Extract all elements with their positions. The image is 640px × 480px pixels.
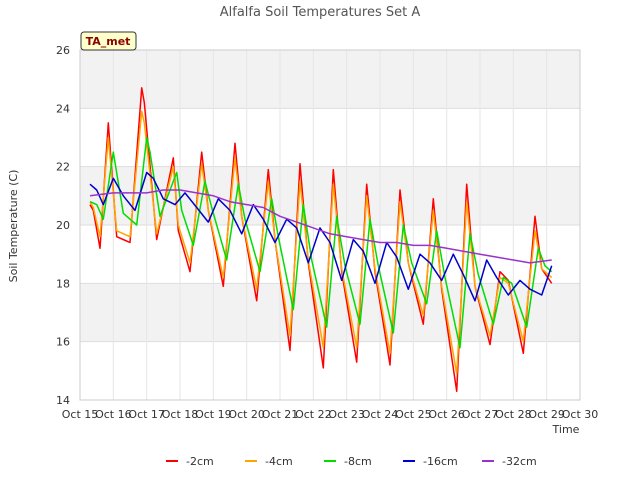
plot-band [80,341,580,400]
legend-label: -16cm [423,455,458,468]
x-tick-label: Oct 20 [228,408,265,421]
x-tick-label: Oct 23 [328,408,365,421]
plot-frame [79,49,581,401]
x-tick-label: Oct 19 [195,408,232,421]
x-tick-label: Oct 18 [162,408,199,421]
annotation-tag-label: TA_met [86,35,131,48]
annotation-tag: TA_met [80,31,137,51]
y-tick-label: 16 [56,336,70,349]
y-tick-labels: 14 16 18 20 22 24 26 [56,44,70,407]
legend-label: -4cm [265,455,293,468]
series-line [89,189,552,264]
x-tick-label: Oct 17 [128,408,165,421]
chart-title: Alfalfa Soil Temperatures Set A [220,5,421,20]
x-tick-label: Oct 15 [62,408,99,421]
y-tick-label: 20 [56,219,70,232]
series-line [89,110,553,375]
x-tick-label: Oct 28 [495,408,532,421]
y-tick-label: 14 [56,394,70,407]
x-tick-label: Oct 22 [295,408,332,421]
plot-band [80,166,580,225]
x-tick-label: Oct 27 [462,408,499,421]
legend: -2cm -4cm -8cm -16cm -32cm [166,455,537,468]
y-tick-label: 22 [56,161,70,174]
series-line [89,171,553,302]
x-tick-label: Oct 25 [395,408,432,421]
x-tick-label: Oct 24 [362,408,399,421]
y-axis-label: Soil Temperature (C) [7,170,20,283]
x-axis-label: Time [552,423,580,436]
legend-label: -32cm [502,455,537,468]
x-tick-label: Oct 30 [562,408,599,421]
x-tick-label: Oct 26 [428,408,465,421]
series-line [89,136,553,349]
series-lines [89,87,553,393]
legend-label: -2cm [186,455,214,468]
y-tick-label: 18 [56,277,70,290]
x-tick-label: Oct 21 [262,408,299,421]
x-tick-label: Oct 16 [95,408,132,421]
y-tick-label: 24 [56,102,70,115]
y-tick-label: 26 [56,44,70,57]
x-tick-label: Oct 29 [528,408,565,421]
plot-band [80,50,580,109]
plot-band [80,108,580,167]
legend-label: -8cm [344,455,372,468]
